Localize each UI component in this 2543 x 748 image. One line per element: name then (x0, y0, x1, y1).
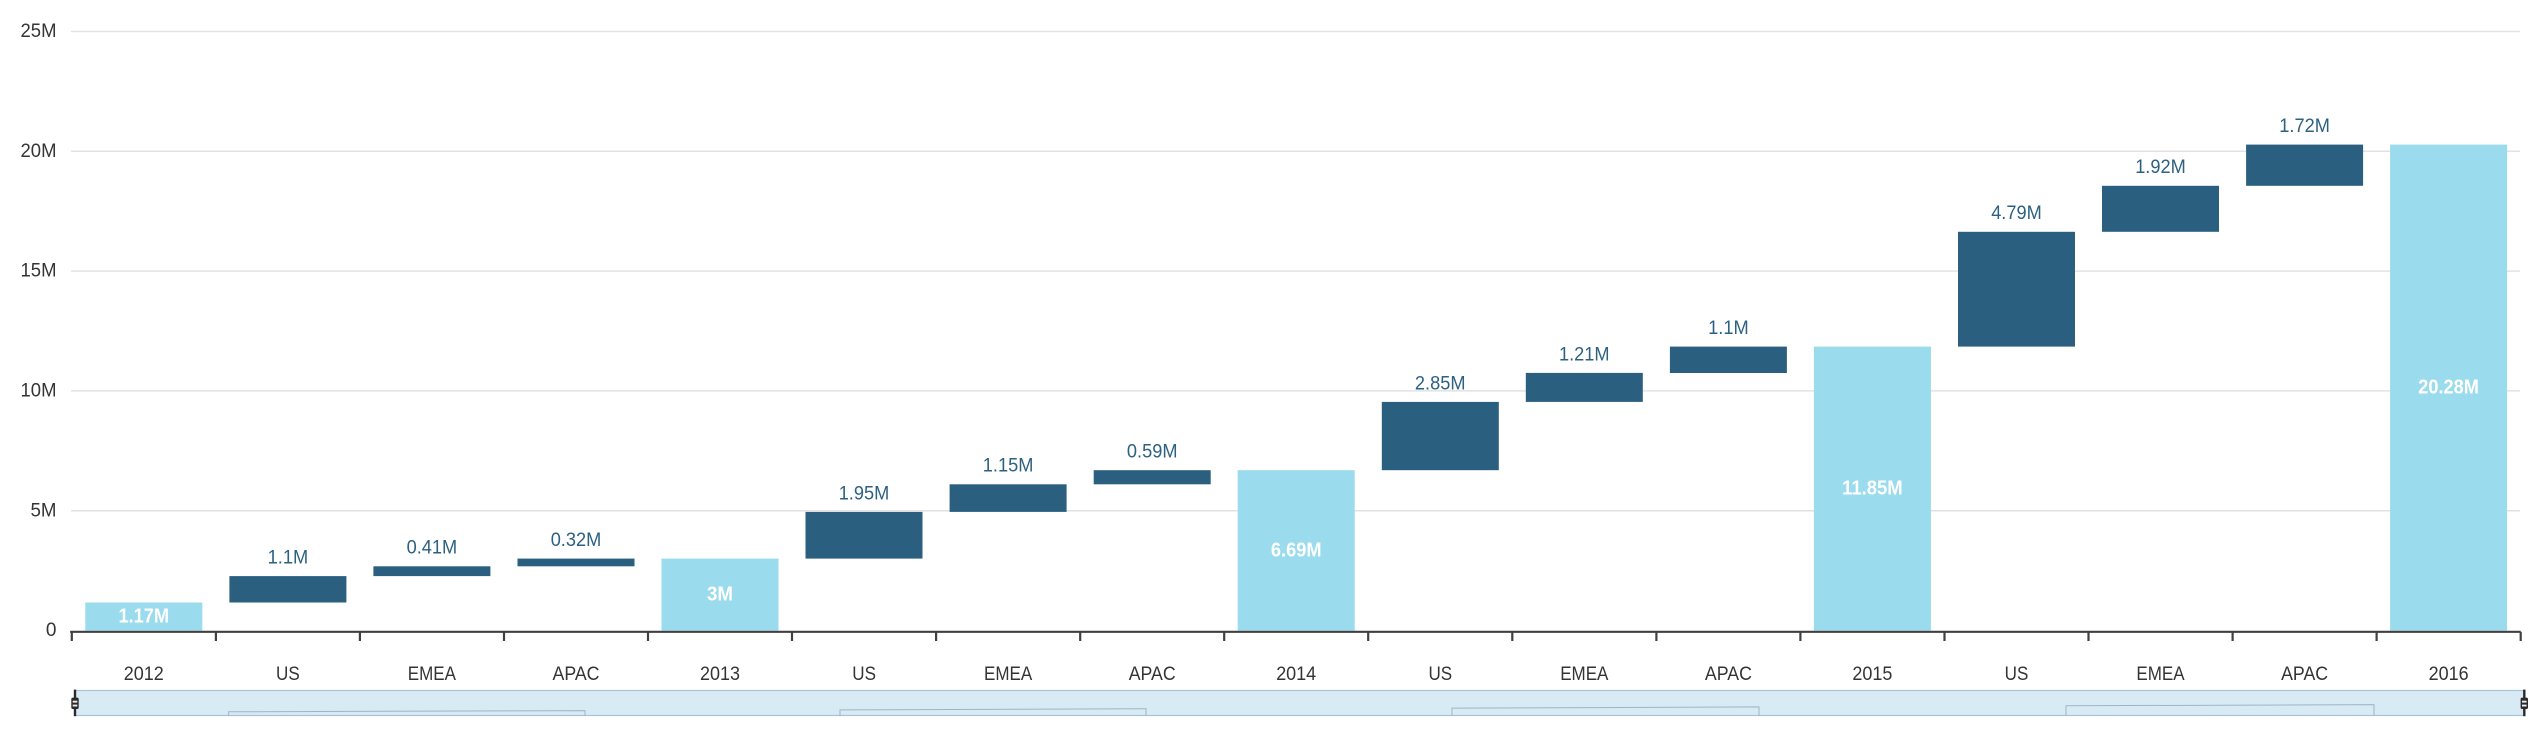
svg-text:1.1M: 1.1M (1708, 318, 1749, 339)
svg-text:1.1M: 1.1M (268, 548, 309, 569)
svg-text:10M: 10M (21, 381, 57, 402)
svg-text:1.95M: 1.95M (839, 483, 890, 504)
svg-text:6.69M: 6.69M (1271, 539, 1322, 561)
svg-text:5M: 5M (31, 500, 57, 521)
svg-text:25M: 25M (21, 21, 57, 42)
svg-text:11.85M: 11.85M (1842, 478, 1903, 500)
svg-text:20M: 20M (21, 141, 57, 162)
svg-text:US: US (2005, 664, 2029, 685)
svg-text:2.85M: 2.85M (1415, 373, 1466, 394)
svg-text:0.59M: 0.59M (1127, 442, 1178, 463)
svg-text:US: US (852, 664, 876, 685)
svg-text:0: 0 (46, 620, 57, 641)
svg-text:APAC: APAC (1705, 664, 1752, 685)
svg-text:0.41M: 0.41M (407, 538, 458, 559)
svg-text:US: US (276, 664, 300, 685)
svg-text:15M: 15M (21, 261, 57, 282)
svg-text:US: US (1428, 664, 1452, 685)
svg-text:1.21M: 1.21M (1559, 344, 1610, 365)
svg-text:3M: 3M (707, 584, 733, 606)
svg-text:EMEA: EMEA (2136, 664, 2184, 685)
svg-text:APAC: APAC (553, 664, 600, 685)
svg-text:EMEA: EMEA (984, 664, 1032, 685)
svg-text:2016: 2016 (2429, 664, 2469, 685)
svg-text:1.15M: 1.15M (983, 456, 1034, 477)
svg-text:4.79M: 4.79M (1991, 203, 2042, 224)
svg-text:2013: 2013 (700, 664, 740, 685)
svg-text:APAC: APAC (1129, 664, 1176, 685)
svg-text:APAC: APAC (2281, 664, 2328, 685)
svg-text:2015: 2015 (1852, 664, 1892, 685)
svg-text:0.32M: 0.32M (551, 530, 602, 551)
svg-text:EMEA: EMEA (1560, 664, 1608, 685)
svg-text:20.28M: 20.28M (2418, 377, 2479, 399)
svg-text:2014: 2014 (1276, 664, 1316, 685)
svg-text:1.92M: 1.92M (2135, 157, 2186, 178)
svg-text:2012: 2012 (124, 664, 164, 685)
svg-text:1.17M: 1.17M (119, 606, 170, 628)
svg-text:EMEA: EMEA (408, 664, 456, 685)
svg-text:1.72M: 1.72M (2279, 116, 2330, 137)
